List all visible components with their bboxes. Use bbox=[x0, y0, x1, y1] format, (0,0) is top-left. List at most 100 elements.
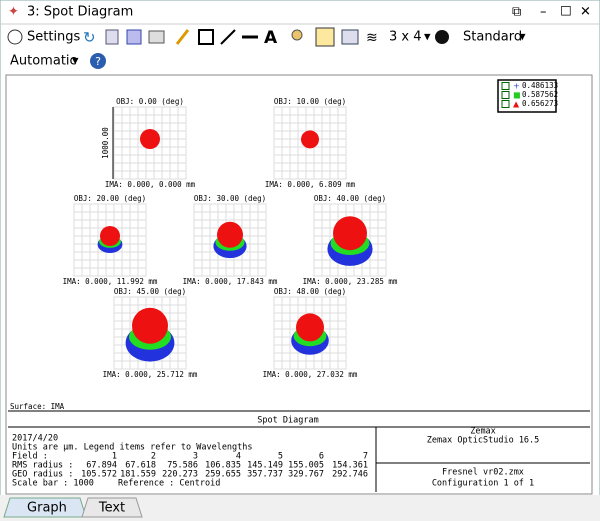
restore-button[interactable]: ⧉ bbox=[512, 5, 521, 20]
spot-plot: OBJ: 20.00 (deg) IMA: 0.000, 11.992 mm bbox=[63, 194, 158, 286]
window-title: 3: Spot Diagram bbox=[27, 5, 133, 20]
obj-label: OBJ: 30.00 (deg) bbox=[194, 194, 266, 203]
minimize-button[interactable]: – bbox=[540, 5, 547, 20]
geo-label: GEO radius : bbox=[12, 470, 73, 480]
field-label: Field : bbox=[12, 452, 48, 462]
geo-value: 105.572 bbox=[81, 470, 117, 480]
rms-value: 67.894 bbox=[86, 461, 117, 471]
text-tab[interactable] bbox=[81, 497, 143, 518]
pencil-button[interactable] bbox=[175, 29, 190, 45]
rms-value: 145.149 bbox=[247, 461, 283, 471]
scale-bar-label: 1000.00 bbox=[101, 127, 110, 159]
plot-frame bbox=[113, 296, 187, 370]
rms-value: 154.361 bbox=[332, 461, 368, 471]
spot-red bbox=[140, 129, 160, 149]
geo-value: 357.737 bbox=[247, 470, 283, 480]
rectangle-button[interactable] bbox=[198, 29, 214, 45]
legend-checkbox[interactable] bbox=[501, 91, 510, 99]
text-tab-label[interactable]: Text bbox=[98, 501, 125, 516]
graph-tab[interactable] bbox=[3, 497, 87, 518]
layout-dropdown[interactable]: 3 x 4 bbox=[389, 30, 422, 45]
obj-label: OBJ: 48.00 (deg) bbox=[274, 287, 346, 296]
fields-value: 2 bbox=[151, 452, 156, 462]
save-button[interactable] bbox=[126, 29, 142, 45]
fields-value: 6 bbox=[319, 452, 324, 462]
rms-value: 106.835 bbox=[205, 461, 241, 471]
product: Zemax OpticStudio 16.5 bbox=[427, 436, 540, 446]
ima-label: IMA: 0.000, 27.032 mm bbox=[263, 370, 358, 379]
spot-plot: OBJ: 48.00 (deg) IMA: 0.000, 27.032 mm bbox=[263, 287, 358, 379]
spot-plot: OBJ: 0.00 (deg) IMA: 0.000, 0.000 mm bbox=[105, 97, 196, 189]
settings-button[interactable]: Settings bbox=[27, 30, 81, 45]
obj-label: OBJ: 40.00 (deg) bbox=[314, 194, 386, 203]
geo-value: 220.273 bbox=[162, 470, 198, 480]
spot-plot: OBJ: 30.00 (deg) IMA: 0.000, 17.843 mm bbox=[183, 194, 278, 286]
footer-title: Spot Diagram bbox=[257, 416, 318, 426]
print-button[interactable] bbox=[148, 30, 165, 44]
toolbar-icons: ↻ A ≋ bbox=[83, 27, 449, 48]
help-icon: ? bbox=[95, 55, 101, 68]
spot-red bbox=[301, 130, 319, 149]
legend-label: 0.486133 bbox=[522, 81, 558, 90]
geo-value: 259.655 bbox=[205, 470, 241, 480]
app-icon: ✦ bbox=[8, 5, 19, 20]
scale-dropdown[interactable]: Automatic bbox=[10, 54, 77, 69]
refresh-button[interactable]: ↻ bbox=[83, 29, 96, 47]
geo-value: 292.746 bbox=[332, 470, 368, 480]
ima-label: IMA: 0.000, 17.843 mm bbox=[183, 277, 278, 286]
surface-label: Surface: IMA bbox=[10, 402, 65, 411]
ima-label: IMA: 0.000, 6.809 mm bbox=[265, 180, 356, 189]
file-name: Fresnel vr02.zmx bbox=[442, 468, 524, 478]
obj-label: OBJ: 0.00 (deg) bbox=[116, 97, 184, 106]
spot-plot: OBJ: 45.00 (deg) IMA: 0.000, 25.712 mm bbox=[103, 287, 198, 379]
text-button[interactable]: A bbox=[264, 28, 278, 48]
reference: Reference : Centroid bbox=[118, 479, 220, 489]
scale-bar: Scale bar : 1000 bbox=[12, 479, 94, 489]
maximize-button[interactable]: ☐ bbox=[560, 5, 572, 20]
fields-value: 3 bbox=[193, 452, 198, 462]
arrow-button[interactable] bbox=[220, 29, 236, 45]
graph-tab-label[interactable]: Graph bbox=[27, 501, 67, 516]
ima-label: IMA: 0.000, 11.992 mm bbox=[63, 277, 158, 286]
ima-label: IMA: 0.000, 0.000 mm bbox=[105, 180, 196, 189]
spot-red bbox=[100, 226, 120, 246]
obj-label: OBJ: 20.00 (deg) bbox=[74, 194, 146, 203]
scale-arrow[interactable]: ▾ bbox=[72, 54, 79, 69]
close-button[interactable]: ✕ bbox=[580, 5, 591, 20]
layout-arrow[interactable]: ▾ bbox=[424, 30, 431, 45]
plot-frame bbox=[193, 203, 267, 277]
spot-plot: OBJ: 40.00 (deg) IMA: 0.000, 23.285 mm bbox=[303, 194, 398, 286]
plot-frame bbox=[273, 106, 347, 180]
spot-red bbox=[296, 313, 324, 342]
fields-value: 4 bbox=[236, 452, 241, 462]
plot-frame bbox=[313, 203, 387, 277]
fields-value: 5 bbox=[278, 452, 283, 462]
obj-label: OBJ: 45.00 (deg) bbox=[114, 287, 186, 296]
footer-date: 2017/4/20 bbox=[12, 434, 58, 444]
legend-checkbox[interactable] bbox=[501, 100, 510, 108]
legend-symbol: + bbox=[513, 82, 520, 91]
geo-value: 181.559 bbox=[120, 470, 156, 480]
footer-units: Units are µm. Legend items refer to Wave… bbox=[12, 443, 253, 453]
copy-button[interactable] bbox=[105, 29, 119, 45]
lock-button[interactable] bbox=[291, 29, 303, 41]
spot-red bbox=[132, 307, 168, 344]
style-arrow[interactable]: ▾ bbox=[519, 30, 526, 45]
style-dropdown[interactable]: Standard bbox=[463, 30, 522, 45]
plot-area bbox=[5, 74, 593, 495]
plot-frame bbox=[73, 203, 147, 277]
window-button[interactable] bbox=[341, 29, 359, 45]
settings-toggle[interactable] bbox=[7, 29, 23, 45]
crosshair-button[interactable] bbox=[315, 27, 335, 47]
fields-value: 7 bbox=[363, 452, 368, 462]
auto-update-button[interactable] bbox=[435, 30, 449, 44]
legend-symbol: ▲ bbox=[513, 100, 520, 109]
plot-frame bbox=[113, 106, 187, 180]
obj-label: OBJ: 10.00 (deg) bbox=[274, 97, 346, 106]
rms-value: 75.586 bbox=[167, 461, 198, 471]
legend-checkbox[interactable] bbox=[501, 82, 510, 90]
help-button[interactable] bbox=[90, 53, 106, 69]
ima-label: IMA: 0.000, 23.285 mm bbox=[303, 277, 398, 286]
layers-button[interactable]: ≋ bbox=[366, 30, 378, 46]
